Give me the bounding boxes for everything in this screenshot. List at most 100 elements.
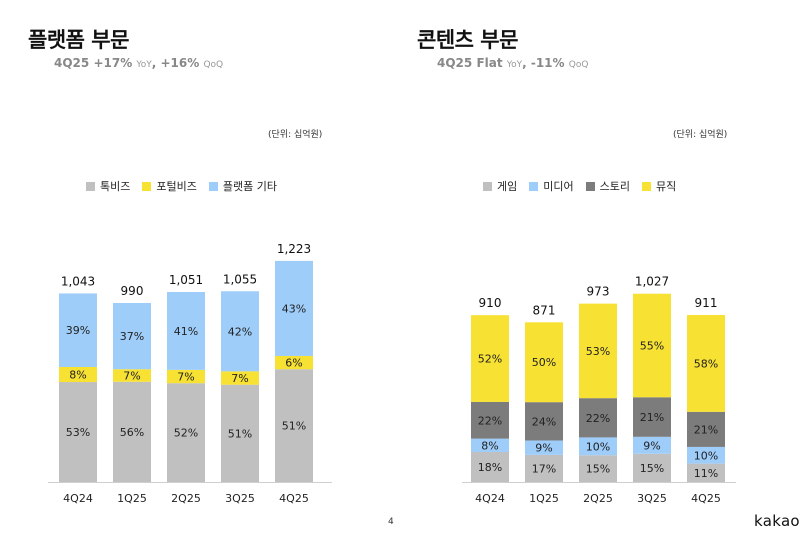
bar-segment (687, 463, 725, 482)
bar-segment (471, 315, 509, 402)
bar-segment (525, 454, 563, 482)
segment-label: 50% (532, 356, 556, 369)
bar-segment (633, 397, 671, 437)
total-label: 973 (587, 285, 610, 299)
content-unit: (단위: 십억원) (673, 130, 728, 140)
content-revenue-chart: 18% 8% 22% 52% 910 4Q24 17% 9% 24% 50% 871 1Q25 15% 1… (462, 275, 736, 505)
segment-label: 21% (694, 423, 718, 436)
bar-segment (113, 303, 151, 370)
legend-item-portalbiz: 포털비즈 (142, 178, 197, 194)
segment-label: 22% (586, 412, 610, 425)
legend-item-platform-etc: 플랫폼 기타 (208, 178, 277, 194)
segment-label: 53% (66, 426, 90, 439)
bar-segment (221, 291, 259, 372)
x-tick-label: 3Q25 (225, 492, 255, 505)
platform-sub-yoy-label: YoY (136, 60, 152, 70)
square-swatch-icon (529, 181, 539, 191)
segment-label: 55% (640, 339, 664, 352)
bar-segment (275, 355, 313, 370)
x-tick-label: 4Q24 (63, 492, 93, 505)
segment-label: 10% (694, 449, 718, 462)
segment-label: 39% (66, 324, 90, 337)
segment-label: 7% (123, 369, 140, 382)
content-legend: 게임 미디어 스토리 뮤직 (483, 178, 676, 194)
segment-label: 17% (532, 462, 556, 475)
content-title: 콘텐츠 부문 (417, 28, 518, 52)
segment-label: 7% (231, 372, 248, 385)
segment-label: 43% (282, 302, 306, 315)
square-swatch-icon (208, 181, 218, 191)
square-swatch-icon (483, 181, 492, 191)
platform-sub-yoy-value: +17% (93, 56, 133, 70)
page-number: 4 (388, 517, 394, 527)
square-swatch-icon (86, 181, 95, 191)
platform-sub-qoq-value: +16% (160, 56, 200, 70)
platform-sub-quarter: 4Q25 (54, 56, 90, 70)
content-sub-qoq-label: QoQ (568, 60, 589, 70)
legend-item-story: 스토리 (585, 178, 630, 194)
content-sub-qoq-value: -11% (530, 56, 565, 70)
segment-label: 41% (174, 325, 198, 338)
legend-label: 뮤직 (656, 180, 677, 193)
legend-label: 톡비즈 (100, 180, 131, 193)
segment-label: 56% (120, 426, 144, 439)
total-label: 871 (533, 303, 556, 317)
segment-label: 10% (586, 440, 610, 453)
bar-segment (167, 369, 205, 384)
segment-label: 37% (120, 330, 144, 343)
platform-sub-qoq-label: QoQ (203, 60, 224, 70)
total-label: 990 (121, 284, 144, 298)
segment-label: 52% (478, 353, 502, 366)
bar-segment (525, 402, 563, 441)
segment-label: 8% (69, 369, 86, 382)
segment-label: 11% (694, 467, 718, 480)
bar-segment (59, 293, 97, 367)
bar-segment (113, 381, 151, 482)
bar-segment (167, 291, 205, 370)
legend-label: 스토리 (599, 180, 630, 193)
x-tick-label: 4Q24 (475, 492, 505, 505)
bar-segment (221, 384, 259, 482)
square-swatch-icon (142, 181, 152, 191)
x-tick-label: 3Q25 (637, 492, 667, 505)
bar-segment (633, 436, 671, 454)
content-sub-yoy-value: Flat (476, 56, 503, 70)
total-label: 1,027 (635, 275, 669, 289)
segment-label: 58% (694, 357, 718, 370)
bar-segment (525, 440, 563, 455)
legend-label: 게임 (497, 180, 518, 193)
content-sub-quarter: 4Q25 (437, 56, 473, 70)
segment-label: 21% (640, 411, 664, 424)
legend-label: 플랫폼 기타 (222, 180, 277, 193)
legend-item-game: 게임 (483, 178, 517, 194)
total-label: 911 (695, 296, 718, 310)
total-label: 910 (479, 296, 502, 310)
total-label: 1,043 (61, 274, 95, 288)
bar-segment (59, 366, 97, 383)
x-tick-label: 1Q25 (117, 492, 147, 505)
bar-segment (167, 383, 205, 482)
bar-segment (113, 369, 151, 382)
content-sub-yoy-label: YoY (506, 60, 523, 70)
platform-legend: 톡비즈 포털비즈 플랫폼 기타 (86, 178, 277, 194)
bar-segment (471, 438, 509, 452)
x-tick-label: 4Q25 (691, 492, 721, 505)
segment-label: 6% (285, 357, 302, 370)
bar-segment (687, 411, 725, 447)
platform-unit: (단위: 십억원) (268, 130, 323, 140)
square-swatch-icon (642, 181, 651, 191)
platform-subtitle: 4Q25 +17% YoY, +16% QoQ (54, 56, 224, 70)
bar-segment (633, 453, 671, 482)
platform-panel: 플랫폼 부문 4Q25 +17% YoY, +16% QoQ (단위: 십억원)… (28, 28, 323, 194)
bar-segment (471, 401, 509, 439)
segment-label: 15% (640, 462, 664, 475)
bar-segment (687, 446, 725, 464)
legend-item-talkbiz: 톡비즈 (86, 178, 130, 194)
segment-label: 51% (282, 420, 306, 433)
content-panel: 콘텐츠 부문 4Q25 Flat YoY, -11% QoQ (단위: 십억원)… (400, 0, 800, 538)
total-label: 1,223 (277, 242, 311, 256)
bar-segment (579, 455, 617, 482)
bar-segment (579, 398, 617, 438)
bar-segment (221, 371, 259, 385)
segment-label: 15% (586, 463, 610, 476)
